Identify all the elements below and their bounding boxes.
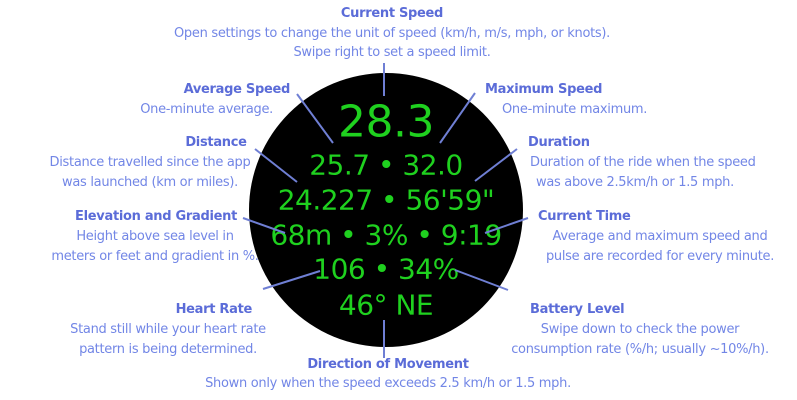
leader-line-heart-rate [262, 270, 321, 290]
leader-line-distance [254, 148, 298, 183]
elevation-desc-1: Height above sea level in [76, 229, 234, 244]
elevation-gradient-time-value: 68m • 3% • 9:19 [270, 218, 502, 252]
current-speed-title: Current Speed [340, 6, 444, 21]
leader-line-duration [474, 148, 518, 182]
direction-value: 46° NE [338, 288, 434, 322]
battery-title: Battery Level [530, 302, 625, 317]
leader-line-current-time [484, 217, 529, 234]
heart-rate-battery-value: 106 • 34% [313, 252, 459, 286]
elevation-title: Elevation and Gradient [75, 209, 237, 224]
elevation-desc-2: meters or feet and gradient in %. [51, 249, 259, 264]
leader-line-maximum-speed [439, 92, 476, 144]
leader-line-average-speed [296, 93, 334, 144]
duration-desc-2: was above 2.5km/h or 1.5 mph. [536, 175, 734, 190]
current-time-title: Current Time [538, 209, 631, 224]
leader-line-battery [454, 269, 509, 291]
current-speed-value: 28.3 [338, 96, 434, 148]
avg-max-speed-value: 25.7 • 32.0 [309, 148, 463, 182]
average-speed-desc: One-minute average. [140, 102, 273, 117]
heart-rate-title: Heart Rate [175, 302, 253, 317]
current-speed-desc-1: Open settings to change the unit of spee… [173, 26, 611, 41]
distance-desc-1: Distance travelled since the app [49, 155, 251, 170]
heart-rate-desc-1: Stand still while your heart rate [70, 322, 266, 337]
watch-face [249, 73, 523, 347]
maximum-speed-title: Maximum Speed [485, 82, 603, 97]
current-time-desc-2: pulse are recorded for every minute. [545, 249, 775, 264]
leader-line-elevation [242, 217, 286, 234]
battery-desc-1: Swipe down to check the power [540, 322, 740, 337]
distance-title: Distance [185, 135, 247, 150]
current-speed-desc-2: Swipe right to set a speed limit. [293, 45, 491, 60]
battery-desc-2: consumption rate (%/h; usually ~10%/h). [511, 342, 769, 357]
maximum-speed-desc: One-minute maximum. [502, 102, 648, 117]
duration-desc-1: Duration of the ride when the speed [530, 155, 756, 170]
heart-rate-desc-2: pattern is being determined. [79, 342, 257, 357]
distance-duration-value: 24.227 • 56'59" [277, 183, 495, 217]
direction-desc: Shown only when the speed exceeds 2.5 km… [205, 376, 571, 391]
average-speed-title: Average Speed [183, 82, 291, 97]
current-time-desc-1: Average and maximum speed and [552, 229, 768, 244]
direction-title: Direction of Movement [307, 357, 469, 372]
distance-desc-2: was launched (km or miles). [62, 175, 238, 190]
duration-title: Duration [528, 135, 590, 150]
